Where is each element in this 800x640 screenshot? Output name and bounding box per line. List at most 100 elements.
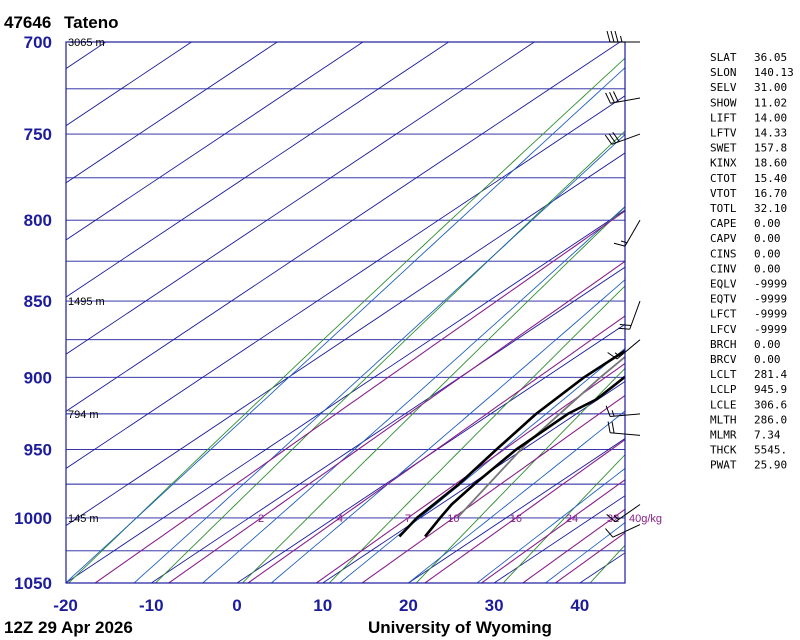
temperature-tick-label: 20 bbox=[399, 596, 418, 615]
index-name: SLON bbox=[710, 66, 737, 79]
barb-half-flag bbox=[620, 240, 628, 244]
barb-flag bbox=[611, 421, 615, 434]
dry-adiabat bbox=[155, 130, 625, 583]
dry-adiabat bbox=[242, 206, 625, 583]
temperature-tick-label: 10 bbox=[313, 596, 332, 615]
index-value: 31.00 bbox=[754, 81, 787, 94]
wind-barb bbox=[605, 524, 641, 538]
thermo-lines bbox=[66, 42, 625, 583]
index-name: EQTV bbox=[710, 293, 737, 306]
moist-adiabat bbox=[66, 67, 625, 583]
index-name: SWET bbox=[710, 142, 737, 155]
mixing-ratio-line bbox=[316, 362, 625, 583]
pressure-tick-label: 800 bbox=[24, 211, 52, 230]
index-name: LFCV bbox=[710, 323, 737, 336]
index-value: -9999 bbox=[754, 308, 787, 321]
index-name: LCLP bbox=[710, 383, 737, 396]
barb-flag bbox=[608, 133, 616, 144]
index-value: 25.90 bbox=[754, 459, 787, 472]
index-name: BRCH bbox=[710, 338, 737, 351]
wind-barb bbox=[604, 131, 641, 145]
isotherm-line bbox=[66, 95, 625, 470]
index-value: 7.34 bbox=[754, 429, 781, 442]
barb-flag bbox=[609, 91, 615, 103]
barb-half-flag bbox=[614, 352, 621, 357]
mixing-ratio-label: 40g/kg bbox=[629, 513, 662, 525]
index-value: 281.4 bbox=[754, 368, 787, 381]
barb-flag bbox=[607, 352, 618, 360]
dry-adiabat bbox=[415, 367, 625, 583]
plot-background bbox=[66, 42, 625, 583]
barb-flag bbox=[606, 514, 616, 523]
index-value: 306.6 bbox=[754, 398, 787, 411]
barb-flag bbox=[605, 92, 611, 104]
barb-shaft bbox=[610, 432, 641, 436]
index-name: VTOT bbox=[710, 187, 737, 200]
index-name: SLAT bbox=[710, 51, 737, 64]
pressure-tick-label: 950 bbox=[24, 440, 52, 459]
moist-adiabat bbox=[476, 467, 625, 583]
temperature-tick-label: -10 bbox=[139, 596, 164, 615]
index-name: BRCV bbox=[710, 353, 737, 366]
wind-barb bbox=[607, 421, 641, 436]
wind-barb bbox=[613, 219, 641, 247]
footer-time: 12Z 29 Apr 2026 bbox=[4, 618, 133, 637]
index-value: 140.13 bbox=[754, 66, 794, 79]
temperature-tick-label: -20 bbox=[53, 596, 78, 615]
index-value: 157.8 bbox=[754, 142, 787, 155]
height-label: 1495 m bbox=[68, 296, 105, 308]
temperature-tick-label: 0 bbox=[232, 596, 241, 615]
pressure-tick-label: 750 bbox=[24, 125, 52, 144]
barb-shaft bbox=[610, 413, 641, 417]
index-value: 0.00 bbox=[754, 338, 781, 351]
index-value: 36.05 bbox=[754, 51, 787, 64]
wind-barbs bbox=[604, 30, 641, 538]
barb-half-flag bbox=[620, 35, 623, 43]
isotherm-line bbox=[66, 152, 625, 527]
dewpoint-profile bbox=[398, 349, 625, 538]
axis-labels: 700 750 800 850 900 950 1000 1050-20 -10 0 10 20 30 4… bbox=[14, 33, 662, 615]
index-value: 14.00 bbox=[754, 111, 787, 124]
barb-flag bbox=[605, 528, 614, 538]
barb-shaft bbox=[610, 97, 641, 104]
barb-flag bbox=[613, 242, 626, 247]
isotherm-line bbox=[151, 266, 625, 583]
index-value: 16.70 bbox=[754, 187, 787, 200]
isotherm-line bbox=[66, 42, 535, 355]
index-value: 0.00 bbox=[754, 262, 781, 275]
index-value: -9999 bbox=[754, 278, 787, 291]
barb-flag bbox=[612, 131, 620, 142]
pressure-tick-label: 850 bbox=[24, 292, 52, 311]
temperature-tick-label: 40 bbox=[570, 596, 589, 615]
height-label: 794 m bbox=[68, 409, 99, 421]
barb-shaft bbox=[611, 133, 641, 145]
mixing-ratio-line bbox=[361, 394, 625, 583]
index-name: EQLV bbox=[710, 278, 737, 291]
index-name: SHOW bbox=[710, 96, 737, 109]
mixing-ratio-line bbox=[94, 210, 625, 583]
barb-shaft bbox=[616, 339, 641, 360]
mixing-ratio-label: 7 bbox=[405, 513, 411, 525]
barb-flag bbox=[610, 30, 615, 43]
stability-indices: SLAT 36.05 SLON 140.13 SELV 31.00 SHOW 11.02 LIF… bbox=[710, 51, 794, 472]
index-name: KINX bbox=[710, 157, 737, 170]
index-value: 14.33 bbox=[754, 127, 787, 140]
isotherm-line bbox=[322, 380, 625, 583]
index-value: 286.0 bbox=[754, 413, 787, 426]
barb-flag bbox=[604, 134, 613, 145]
moist-adiabat bbox=[271, 279, 625, 583]
index-name: CINS bbox=[710, 247, 737, 260]
wind-barb bbox=[618, 300, 641, 330]
temperature-tick-label: 30 bbox=[485, 596, 504, 615]
barb-shaft bbox=[612, 524, 641, 538]
pressure-tick-label: 900 bbox=[24, 368, 52, 387]
index-value: -9999 bbox=[754, 323, 787, 336]
index-name: LIFT bbox=[710, 111, 737, 124]
index-name: LFCT bbox=[710, 308, 737, 321]
mixing-ratio-label: 24 bbox=[566, 513, 578, 525]
isotherm-line bbox=[66, 42, 621, 412]
barb-shaft bbox=[624, 219, 641, 247]
barb-flag bbox=[613, 91, 619, 103]
barb-shaft bbox=[615, 504, 641, 523]
